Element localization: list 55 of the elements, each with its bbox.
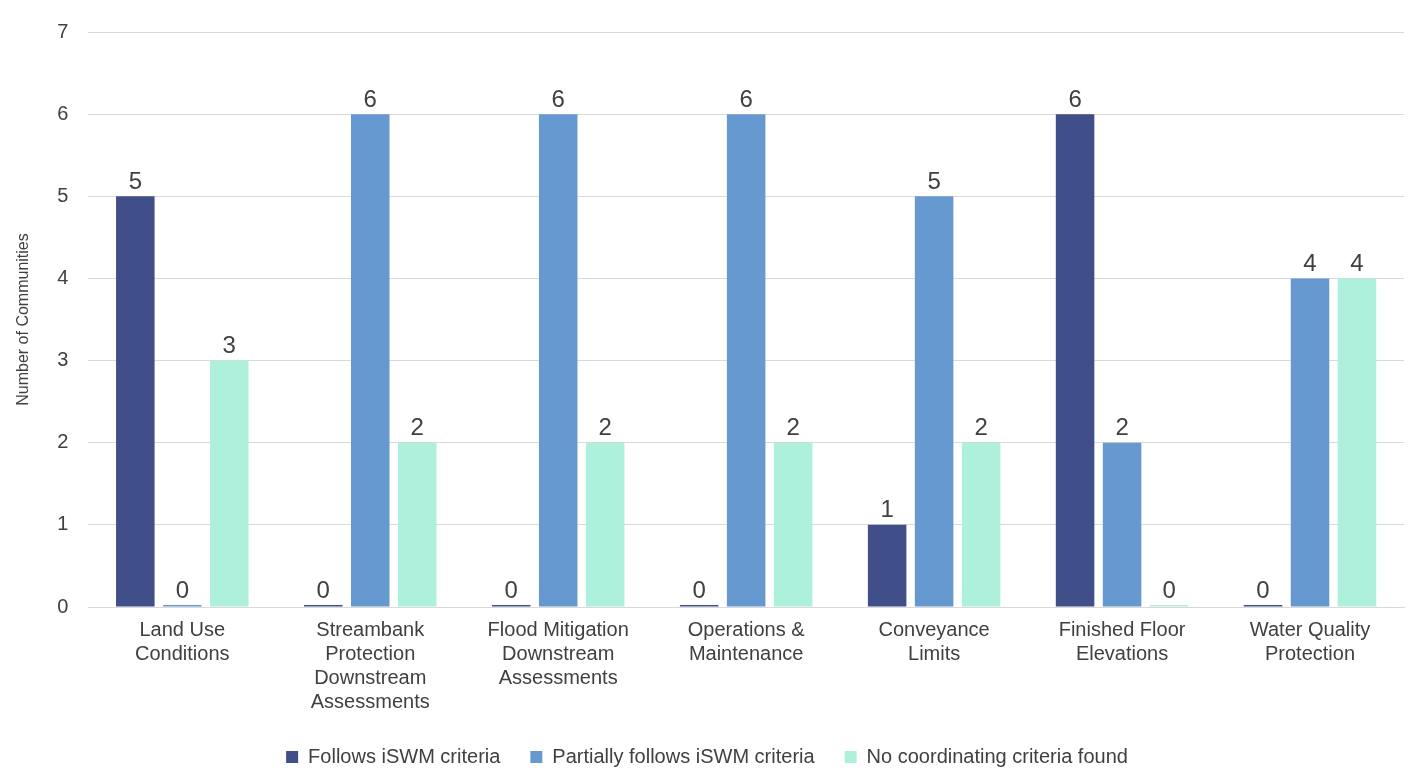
y-tick-label: 7 xyxy=(57,19,69,42)
bar xyxy=(1055,114,1095,607)
data-label: 5 xyxy=(128,166,142,194)
data-label: 2 xyxy=(410,413,424,441)
data-label: 2 xyxy=(974,413,988,441)
data-label: 0 xyxy=(175,575,189,603)
bar xyxy=(1290,278,1330,607)
bar xyxy=(914,196,954,607)
x-tick-label: Conveyance Limits xyxy=(878,617,990,664)
data-label: 5 xyxy=(927,166,941,194)
data-label: 6 xyxy=(1068,84,1082,112)
data-label: 0 xyxy=(1162,575,1176,603)
data-label: 0 xyxy=(504,575,518,603)
legend-label: Partially follows iSWM criteria xyxy=(552,744,816,767)
y-tick-label: 5 xyxy=(57,183,69,206)
x-tick-label: Water Quality Protection xyxy=(1249,617,1371,664)
bar xyxy=(538,114,578,607)
x-tick-label: Finished Floor Elevations xyxy=(1058,617,1186,664)
legend-label: No coordinating criteria found xyxy=(866,744,1128,767)
y-tick-label: 3 xyxy=(57,348,69,371)
data-label: 1 xyxy=(880,495,894,523)
data-label: 4 xyxy=(1350,249,1364,277)
data-label: 6 xyxy=(739,84,753,112)
data-label: 0 xyxy=(316,575,330,603)
y-tick-label: 1 xyxy=(57,512,69,535)
legend-label: Follows iSWM criteria xyxy=(308,744,502,767)
data-label: 0 xyxy=(1256,575,1270,603)
bar xyxy=(585,442,625,607)
bar xyxy=(1102,442,1142,607)
bar xyxy=(116,196,155,607)
y-tick-label: 0 xyxy=(57,594,69,617)
x-tick-label: Land Use Conditions xyxy=(135,617,230,664)
bar xyxy=(210,360,249,607)
bar xyxy=(1337,278,1377,607)
data-label: 4 xyxy=(1303,249,1317,277)
x-tick-label: Flood Mitigation Downstream Assessments xyxy=(487,617,629,688)
bar xyxy=(867,524,907,607)
y-axis-title: Number of Communities xyxy=(14,233,32,406)
data-label: 2 xyxy=(1115,413,1129,441)
x-tick-label: Operations & Maintenance xyxy=(687,617,806,664)
data-label: 3 xyxy=(222,331,236,359)
bar xyxy=(350,114,390,607)
x-tick-label: Streambank Protection Downstream Assessments xyxy=(310,617,430,712)
bar xyxy=(726,114,766,607)
data-label: 6 xyxy=(551,84,565,112)
y-tick-label: 4 xyxy=(57,265,69,288)
data-label: 6 xyxy=(363,84,377,112)
bar xyxy=(773,442,813,607)
data-label: 0 xyxy=(692,575,706,603)
bar xyxy=(961,442,1001,607)
y-tick-label: 6 xyxy=(57,101,69,124)
data-label: 2 xyxy=(786,413,800,441)
bar xyxy=(397,442,437,607)
y-tick-label: 2 xyxy=(57,430,69,453)
data-label: 2 xyxy=(598,413,612,441)
